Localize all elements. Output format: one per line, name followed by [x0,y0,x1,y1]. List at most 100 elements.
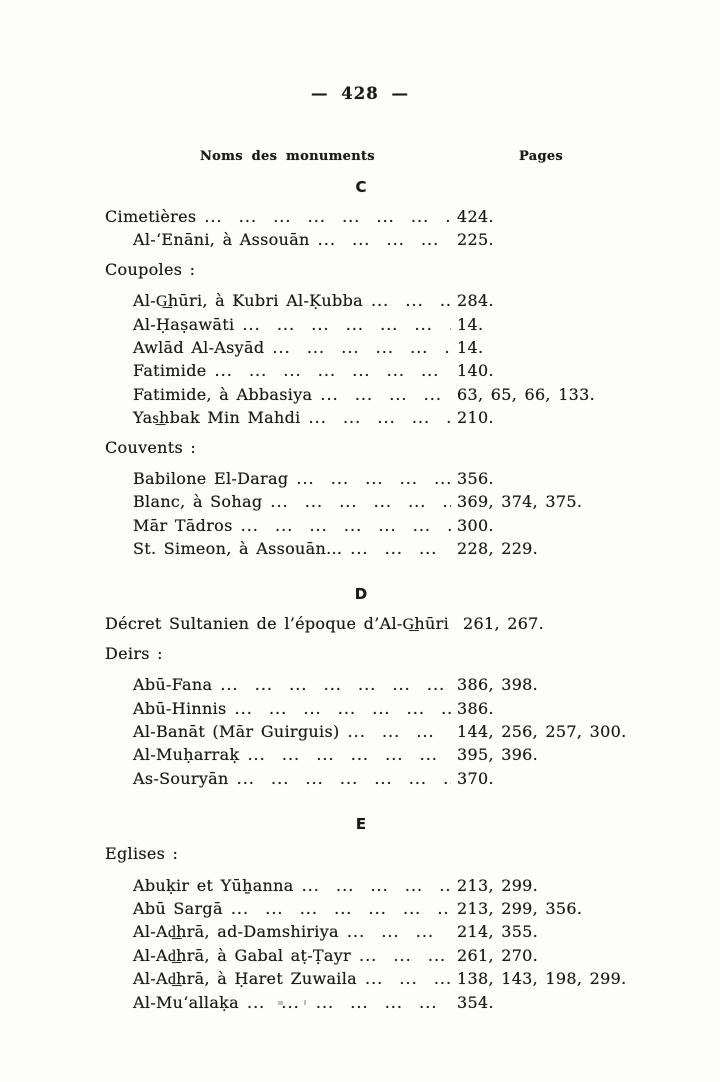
index-entry: Al-Ad͟hrā, à Gabal aṭ-Ṭayr ... ... ... ..… [105,944,633,967]
index-entry: Fatimide ... ... ... ... ... ... ... ... … [105,359,633,382]
dots-leader: ... ... ... ... ... ... ... ... ... ... … [317,230,440,250]
entry-pages: 14. [457,314,484,334]
index-entry: Fatimide, à Abbasiya ... ... ... ... ... … [105,383,633,406]
dots-leader: ... ... ... ... ... ... ... ... ... ... … [220,675,446,695]
dots-leader: ... ... ... ... ... ... ... ... ... ... … [350,539,438,559]
entry-pages: 213, 299, 356. [457,898,583,918]
entry-name: Fatimide [133,361,207,381]
entry-name: Abū-Fana [133,675,213,695]
index-entry: Al-Ad͟hrā, à Ḥaret Zuwaila ... ... ... ..… [105,967,633,990]
entry-pages: 213, 299. [457,875,539,895]
entry-name: Blanc, à Sohag [133,492,263,512]
section-letter-C: C [355,178,367,196]
entry-pages: 214, 355. [457,922,539,942]
entry-pages: 386, 398. [457,675,539,695]
index-entry: As-Souryān ... ... ... ... ... ... ... ..… [105,767,633,790]
entry-name: Al-Ḥaṣawāti [133,314,235,334]
index-entry: Al-Muḥarraḳ ... ... ... ... ... ... ... .… [105,743,633,766]
index-entry: Mār Tādros ... ... ... ... ... ... ... ..… [105,514,633,537]
dots-leader: ... ... ... ... ... ... ... ... ... ... … [247,745,438,765]
dots-leader: ... ... ... ... ... ... ... ... ... ... … [296,468,451,488]
entry-pages: 424. [457,207,494,226]
index-entry: Al-Ad͟hrā, ad-Damshiriya ... ... ... ... … [105,920,633,943]
entry-pages: 138, 143, 198, 299. [457,969,627,989]
entry-pages: 261, 267. [463,614,545,634]
entry-pages: 354. [457,992,494,1012]
column-header-pages: Pages [519,149,564,164]
dots-leader: ... ... ... ... ... ... ... ... ... ... … [234,698,451,718]
entry-name: Al-Ad͟hrā, à Gabal aṭ-Ṭayr [133,945,351,965]
dots-leader: ... ... ... ... ... ... ... ... ... ... … [242,314,451,334]
entry-name: As-Souryān [133,768,229,788]
entry-pages: 370. [457,768,494,788]
index-entry: Abū-Fana ... ... ... ... ... ... ... ... … [105,673,633,696]
entry-pages: 300. [457,515,494,535]
index-entry: Al-G͟hūri, à Kubri Al-Ḳubba ... ... ... .… [105,289,633,312]
entry-name: Abū-Hinnis [133,698,227,718]
dots-leader: ... ... ... ... ... ... ... ... ... ... … [364,969,451,989]
scan-speck [278,1001,283,1005]
index-entry: Abuḳir et Yūẖanna ... ... ... ... ... ...… [105,874,633,897]
dots-leader: ... ... ... ... ... ... ... ... ... ... … [347,722,451,742]
entry-name: Al-G͟hūri, à Kubri Al-Ḳubba [133,291,363,311]
index-entry: Awlād Al-Asyād ... ... ... ... ... ... ..… [105,336,633,359]
entry-name: Cimetières [105,207,197,226]
dots-leader: ... ... ... ... ... ... ... ... ... ... … [204,207,451,226]
entry-pages: 140. [457,361,494,381]
entry-pages: 210. [457,408,494,428]
index-entry: Yas͟hbak Min Mahdi ... ... ... ... ... ..… [105,406,633,429]
section-letter-D: D [354,585,368,604]
entry-pages: 395, 396. [457,745,539,765]
dots-leader: ... ... ... ... ... ... ... ... ... ... … [346,922,451,942]
entry-pages: 386. [457,698,494,718]
dots-leader: ... ... ... ... ... ... ... ... ... ... … [236,768,451,788]
index-entry: Al-Mu‘allaḳa ... ... ... ... ... ... ... … [105,991,633,1014]
index-entry: Cimetières ... ... ... ... ... ... ... ..… [105,205,633,228]
entry-name: Yas͟hbak Min Mahdi [133,408,301,428]
entry-pages: 14. [457,337,484,357]
entry-name: Al-Mu‘allaḳa [133,992,239,1012]
entry-pages: 225. [457,230,494,250]
index-content: C Cimetières ... ... ... ... ... ... ... .… [105,177,633,1014]
dots-leader: ... ... ... ... ... ... ... ... ... ... … [214,361,440,381]
entry-pages: 284. [457,291,494,311]
column-header-names: Noms des monuments [200,149,375,164]
index-entry: Abū-Hinnis ... ... ... ... ... ... ... ..… [105,697,633,720]
dots-leader: ... ... ... ... ... ... ... ... ... ... … [320,384,442,404]
group-heading: Deirs : [105,643,163,663]
index-entry: Décret Sultanien de l’époque d’Al-G͟hūri… [105,612,633,635]
entry-name: Al-Banāt (Mār Guirguis) [133,722,340,742]
dots-leader: ... ... ... ... ... ... ... ... ... ... … [359,945,447,965]
entry-name: Al-‘Enāni, à Assouān [133,230,310,250]
entry-name: Awlād Al-Asyād [133,337,265,357]
dots-leader: ... ... ... ... ... ... ... ... ... ... … [272,337,451,357]
entry-name: Mār Tādros [133,515,233,535]
entry-name: St. Simeon, à Assouān... [133,539,343,559]
scan-speck [304,1000,306,1005]
entry-name: Abū Sargā [133,898,223,918]
entry-name: Al-Ad͟hrā, ad-Damshiriya [133,922,339,942]
group-heading: Couvents : [105,437,197,457]
section-letter-E: E [355,815,367,834]
page-number: — 428 — [311,84,409,103]
index-entry: Al-Banāt (Mār Guirguis) ... ... ... ... .… [105,720,633,743]
index-entry: Al-‘Enāni, à Assouān ... ... ... ... ... … [105,228,633,251]
entry-name: Décret Sultanien de l’époque d’Al-G͟hūri [105,614,450,634]
dots-leader: ... ... ... ... ... ... ... ... ... ... … [270,492,451,512]
index-entry: Blanc, à Sohag ... ... ... ... ... ... ..… [105,490,633,513]
entry-name: Al-Muḥarraḳ [133,745,240,765]
entry-name: Al-Ad͟hrā, à Ḥaret Zuwaila [133,969,357,989]
index-entry: Babilone El-Darag ... ... ... ... ... ...… [105,467,633,490]
entry-pages: 369, 374, 375. [457,492,583,512]
dots-leader: ... ... ... ... ... ... ... ... ... ... … [301,875,451,895]
entry-name: Fatimide, à Abbasiya [133,384,313,404]
index-entry: Al-Ḥaṣawāti ... ... ... ... ... ... ... .… [105,313,633,336]
dots-leader: ... ... ... ... ... ... ... ... ... ... … [308,408,451,428]
entry-pages: 63, 65, 66, 133. [457,384,596,404]
group-heading: Eglises : [105,844,179,864]
dots-leader: ... ... ... ... ... ... ... ... ... ... … [247,992,438,1012]
entry-name: Babilone El-Darag [133,468,289,488]
index-entry: Abū Sargā ... ... ... ... ... ... ... ...… [105,897,633,920]
entry-pages: 356. [457,468,494,488]
